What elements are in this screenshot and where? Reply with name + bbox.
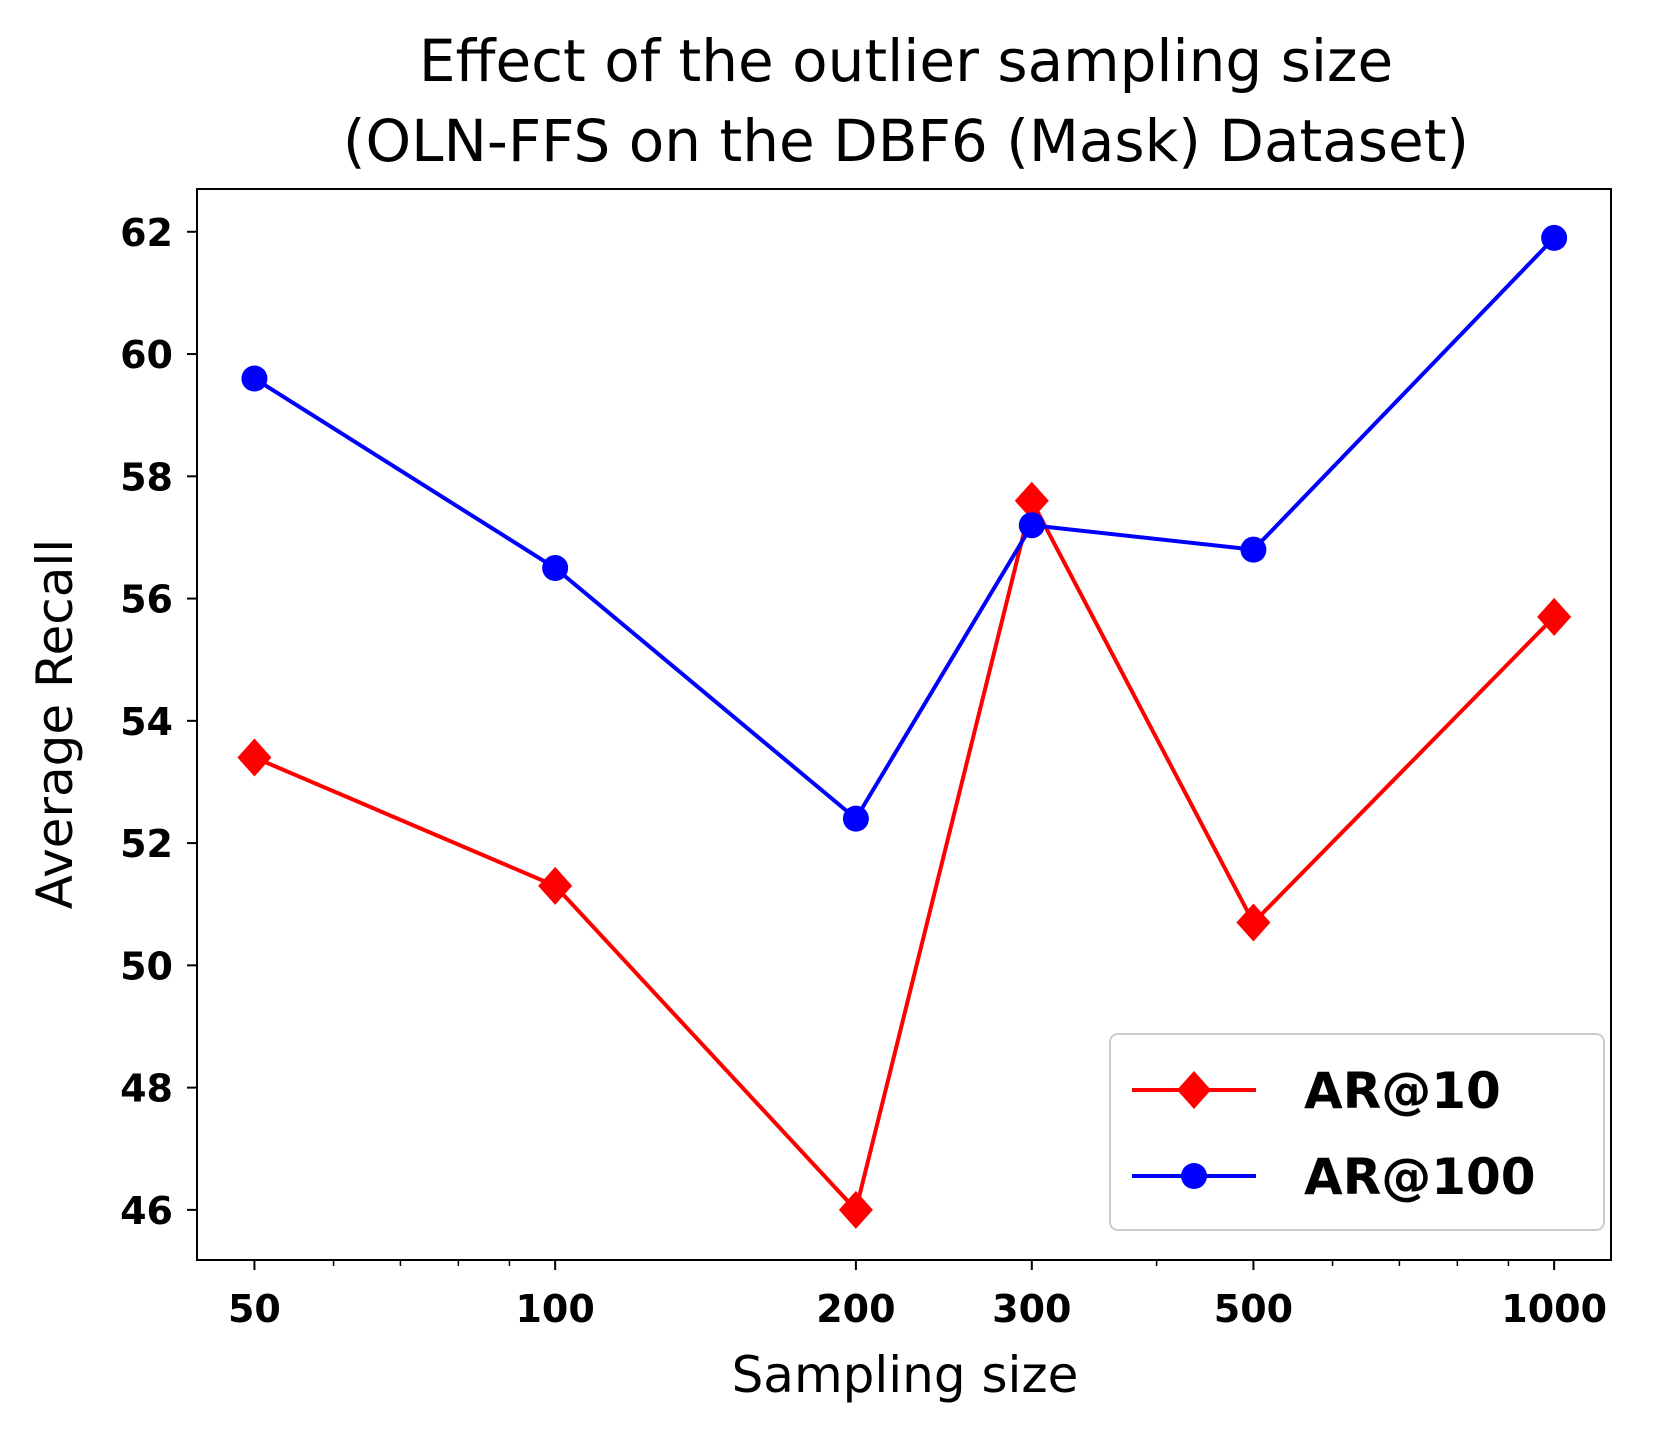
data-point-ar-10 [1236,903,1271,942]
chart-title: Effect of the outlier sampling size [419,27,1393,95]
series-line-ar-10 [253,498,1556,1212]
y-tick-label: 54 [120,700,173,744]
y-tick-label: 48 [120,1067,173,1111]
data-point-ar-100 [241,365,268,392]
legend-box [1109,1033,1605,1231]
data-point-ar-10 [237,738,272,777]
x-axis-label: Sampling size [732,1346,1079,1404]
data-point-ar-10 [538,866,573,905]
data-point-ar-10 [838,1190,873,1229]
axis-ticks: 46 48 50 52 54 56 58 60 62 50 100 200 300 500 1000 [120,211,1607,1331]
data-point-ar-100 [1018,512,1045,539]
x-tick-label: 300 [992,1287,1071,1331]
legend-marker-ar-10 [1177,1071,1211,1109]
y-tick-label: 52 [120,822,173,866]
y-tick-label: 58 [120,455,173,499]
data-point-ar-100 [1240,536,1267,563]
legend-label-ar-100: AR@100 [1304,1148,1536,1206]
y-tick-label: 50 [120,944,173,988]
legend-items: AR@10 AR@100 [1132,1062,1536,1206]
x-tick-label: 100 [515,1287,594,1331]
series-line-ar-100 [253,236,1556,821]
plot-area [237,224,1572,1229]
y-axis-label: Average Recall [26,539,84,909]
data-point-ar-10 [1537,597,1572,636]
y-tick-label: 62 [120,211,173,255]
legend-marker-ar-100 [1181,1163,1207,1189]
data-point-ar-10 [1014,481,1049,520]
axes-frame [196,188,1612,1261]
x-tick-label: 50 [228,1287,281,1331]
chart-subtitle: (OLN-FFS on the DBF6 (Mask) Dataset) [343,107,1469,175]
legend-label-ar-10: AR@10 [1304,1062,1501,1120]
data-point-ar-100 [842,805,869,832]
data-point-ar-100 [542,555,569,582]
data-point-ar-100 [1541,224,1568,251]
y-tick-label: 60 [120,333,173,377]
y-tick-label: 56 [120,578,173,622]
x-tick-label: 500 [1214,1287,1293,1331]
legend: AR@10 AR@100 [1109,1033,1605,1231]
x-tick-label: 200 [816,1287,895,1331]
y-tick-label: 46 [120,1189,173,1233]
x-tick-label: 1000 [1501,1287,1607,1331]
